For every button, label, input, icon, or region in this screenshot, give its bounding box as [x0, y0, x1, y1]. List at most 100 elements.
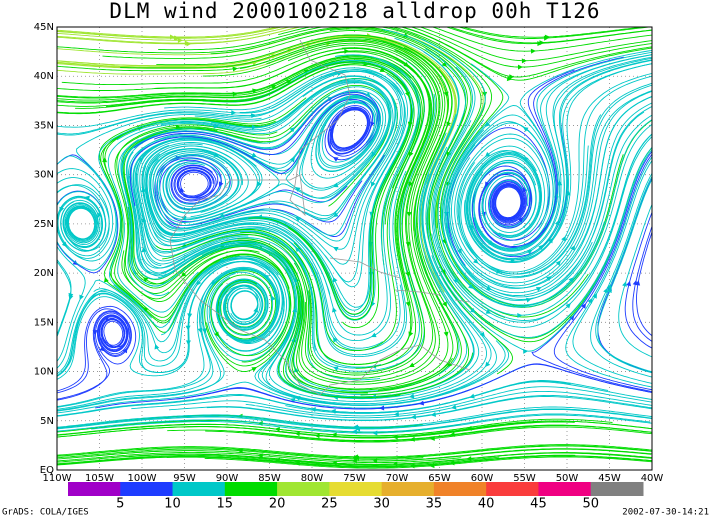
arrowhead — [510, 257, 516, 263]
lat-label: 35N — [34, 120, 54, 131]
colorbar-swatch — [224, 482, 278, 496]
arrowhead — [289, 127, 295, 133]
streamline — [57, 27, 292, 41]
lon-label: 80W — [301, 473, 324, 484]
arrowhead — [470, 307, 476, 313]
streamline — [624, 211, 652, 349]
lon-label: 60W — [471, 473, 494, 484]
arrowhead — [441, 61, 447, 67]
streamline — [464, 63, 652, 263]
arrowhead — [330, 408, 336, 414]
streamline — [57, 258, 72, 336]
arrowhead — [251, 152, 257, 158]
arrowhead — [523, 127, 529, 132]
arrowhead — [568, 277, 574, 283]
arrowhead — [231, 110, 237, 116]
lon-label: 70W — [386, 473, 409, 484]
arrowhead — [409, 393, 415, 399]
arrowhead — [535, 287, 542, 292]
arrowhead — [371, 394, 377, 400]
arrowhead — [371, 181, 376, 187]
streamline — [121, 250, 291, 357]
streamline — [242, 455, 652, 468]
arrowhead — [355, 426, 361, 432]
streamline — [57, 38, 417, 72]
streamline — [57, 448, 424, 460]
lon-label: 45W — [598, 473, 621, 484]
lat-label: 15N — [34, 317, 54, 328]
islands — [329, 257, 471, 303]
arrowhead — [175, 35, 181, 41]
arrowhead — [333, 246, 339, 252]
arrowhead — [635, 280, 641, 286]
streamline — [57, 27, 279, 38]
streamline — [447, 90, 652, 289]
title: DLM wind 2000100218 alldrop 00h T126 — [109, 0, 600, 23]
arrowhead — [333, 212, 339, 217]
arrowhead — [407, 121, 413, 127]
lon-label: 95W — [173, 473, 196, 484]
streamline — [553, 153, 652, 391]
arrowhead — [569, 315, 575, 321]
arrowhead — [333, 157, 339, 162]
streamline — [57, 454, 576, 467]
arrowhead — [521, 58, 527, 64]
arrowhead — [565, 190, 571, 196]
coastline — [169, 39, 471, 396]
streamline — [57, 408, 652, 430]
streamline — [451, 84, 652, 284]
arrowhead — [122, 347, 128, 354]
arrowhead — [443, 331, 449, 337]
colorbar-label: 5 — [116, 497, 124, 512]
arrowhead — [263, 274, 270, 280]
colorbar-swatch — [68, 482, 121, 496]
lon-label: 90W — [216, 473, 239, 484]
arrowhead — [52, 234, 59, 241]
arrowhead — [186, 41, 192, 47]
arrowhead — [479, 331, 485, 337]
streamline — [57, 55, 412, 99]
colorbar-label: 45 — [530, 497, 547, 512]
streamline — [57, 308, 129, 394]
arrowhead — [485, 309, 492, 314]
arrowhead — [371, 151, 377, 157]
arrowhead — [440, 268, 446, 275]
lon-label: 50W — [556, 473, 579, 484]
arrowhead — [543, 35, 550, 41]
arrowhead — [404, 91, 410, 97]
colorbar: 5 10 15 20 25 30 35 40 45 50 — [68, 482, 644, 512]
lon-label: 65W — [428, 473, 451, 484]
arrowhead — [372, 458, 378, 464]
streamline — [57, 267, 279, 408]
arrowhead — [257, 181, 262, 187]
streamline — [57, 268, 278, 412]
arrowhead — [270, 295, 276, 301]
arrowhead — [351, 429, 357, 435]
arrowhead — [473, 258, 479, 264]
colorbar-label: 15 — [217, 497, 234, 512]
colorbar-swatch — [120, 482, 174, 496]
arrowhead — [488, 240, 495, 245]
arrowhead — [526, 297, 532, 303]
streamline — [465, 59, 652, 261]
arrowhead — [449, 460, 455, 466]
arrowhead — [251, 367, 257, 372]
streamline — [243, 424, 652, 442]
arrowhead — [187, 313, 193, 319]
arrowhead — [295, 217, 301, 222]
streamline — [57, 408, 652, 429]
streamline — [443, 63, 652, 296]
streamline — [133, 138, 260, 265]
colorbar-label: 30 — [373, 497, 390, 512]
arrowhead — [143, 307, 149, 313]
arrowhead — [99, 346, 105, 352]
arrowhead — [211, 279, 217, 286]
arrowhead — [406, 211, 412, 217]
streamline — [467, 63, 652, 261]
arrowhead — [79, 294, 84, 301]
arrowhead — [449, 431, 455, 437]
colorbar-label: 25 — [321, 497, 338, 512]
streamline — [466, 56, 652, 260]
lon-label: 100W — [128, 473, 157, 484]
